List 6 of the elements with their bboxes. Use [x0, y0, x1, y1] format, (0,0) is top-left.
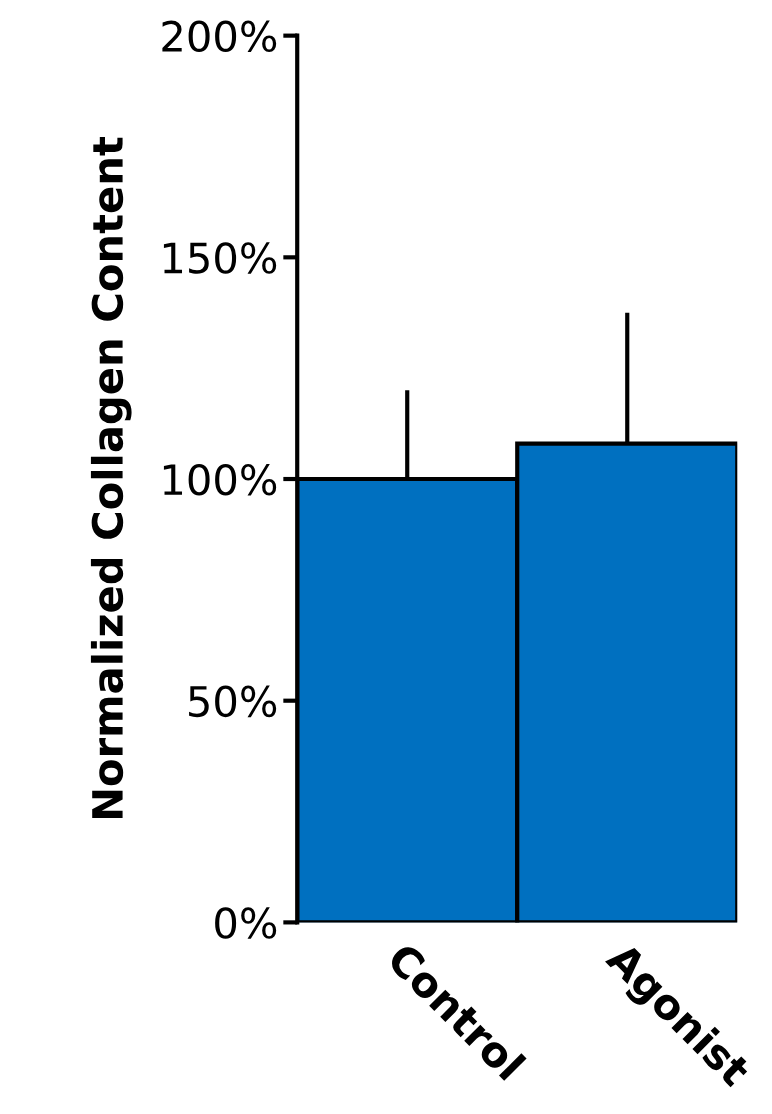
y-tick-label: 150%: [163, 242, 277, 274]
y-tick-label: 100%: [163, 463, 277, 496]
y-axis-title: Normalized Collagen Content: [90, 137, 132, 819]
y-tick-label: 200%: [162, 20, 277, 53]
y-tick-label: 0%: [215, 907, 277, 939]
y-tick-label: 50%: [189, 685, 277, 718]
